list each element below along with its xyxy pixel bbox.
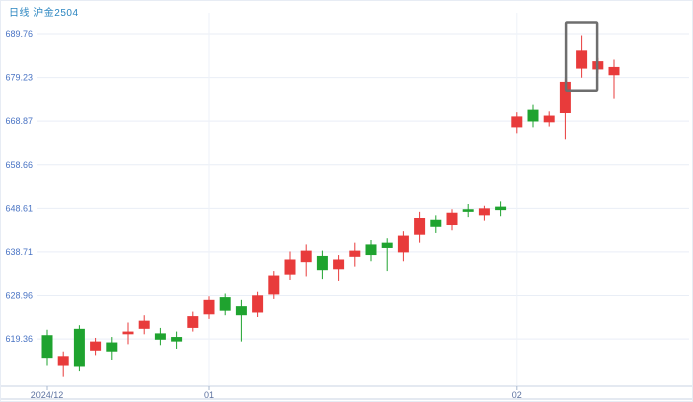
x-axis-tick-label: 01 [204, 390, 214, 400]
candle-body [171, 337, 183, 342]
x-axis-tick-label: 02 [512, 390, 522, 400]
candle-body [300, 250, 312, 263]
y-axis-tick-label: 628.96 [5, 290, 33, 300]
candle-body [219, 297, 231, 311]
candle-body [397, 235, 409, 253]
candle-body [446, 212, 458, 226]
candle-body [495, 206, 507, 211]
candle-body [414, 217, 426, 235]
candle-body [122, 331, 134, 335]
candle-body [462, 209, 474, 212]
candle-body [576, 50, 588, 69]
candle-body [543, 115, 555, 123]
candle-body [106, 342, 118, 352]
candle-body [235, 306, 247, 316]
candle-body [559, 81, 571, 114]
candle-body [478, 208, 490, 216]
y-axis-tick-label: 658.66 [5, 160, 33, 170]
candle-body [284, 259, 296, 275]
candle-body [187, 316, 199, 328]
candle-body [138, 320, 150, 329]
candle-body [381, 242, 393, 248]
candle-body [349, 250, 361, 257]
highlight-box[interactable] [564, 21, 599, 92]
candle-body [154, 333, 166, 340]
y-axis-tick-label: 668.87 [5, 116, 33, 126]
candle-body [608, 66, 620, 76]
candle-body [73, 328, 85, 367]
candle-body [203, 299, 215, 315]
candle-body [252, 295, 264, 313]
candle-body [41, 335, 53, 359]
y-axis-tick-label: 689.76 [5, 29, 33, 39]
candle-body [57, 356, 69, 366]
y-axis-tick-label: 679.23 [5, 73, 33, 83]
candle-body [90, 341, 102, 351]
candle-body [430, 219, 442, 227]
chart-title: 日线 沪金2504 [9, 8, 79, 19]
candle-body [268, 275, 280, 295]
y-axis-tick-label: 638.71 [5, 247, 33, 257]
candle-body [511, 116, 523, 128]
x-axis-tick-label: 2024/12 [31, 390, 64, 400]
candle-body [527, 109, 539, 122]
y-axis-tick-label: 648.61 [5, 203, 33, 213]
candle-body [333, 259, 345, 270]
y-axis-tick-label: 619.36 [5, 334, 33, 344]
candle-body [365, 244, 377, 256]
candle-body [316, 255, 328, 271]
